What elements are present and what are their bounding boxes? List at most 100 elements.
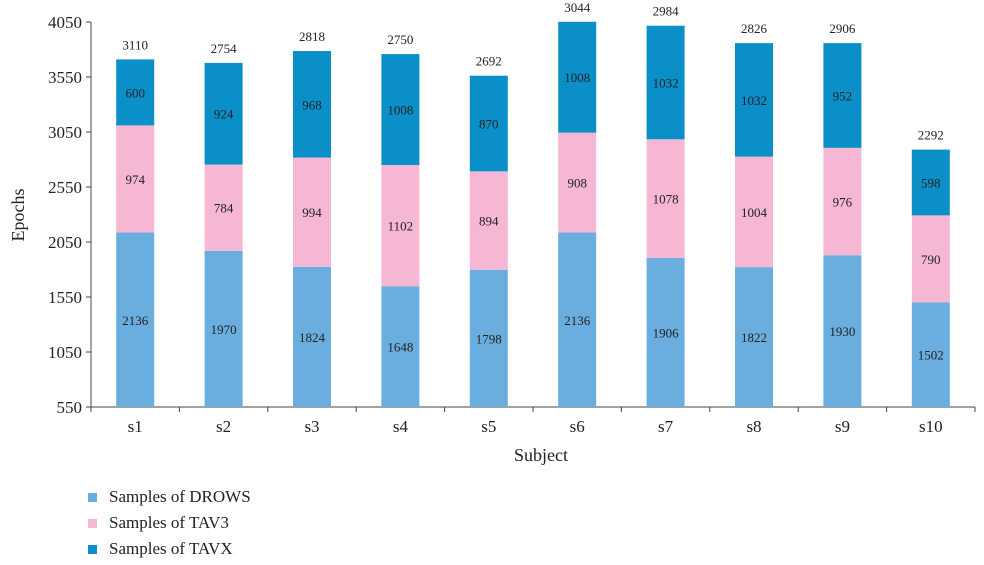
segment-value-label: 600 [125,85,145,100]
bar-segment [735,267,773,407]
bar-segment [735,43,773,157]
bar-stack-s6: 2136 908 1008 3044 [558,0,597,407]
segment-value-label: 1032 [653,76,679,91]
legend-swatch [88,492,97,502]
segment-value-label: 870 [479,117,499,132]
segment-value-label: 1102 [388,219,414,234]
bar-stack-s10: 1502 790 598 2292 [911,128,950,407]
bars: 2136 974 600 3110 1970 784 924 2754 1824 994 968 28… [116,0,950,407]
bar-stack-s3: 1824 994 968 2818 [293,29,331,407]
total-value-label: 3044 [564,0,591,15]
bar-stack-s4: 1648 1102 1008 2750 [381,32,420,407]
legend-label: Samples of TAV3 [109,513,229,532]
legend-label: Samples of DROWS [109,487,251,506]
legend-label: Samples of TAVX [109,539,233,558]
x-tick-label: s7 [658,417,674,436]
x-tick-label: s1 [128,417,143,436]
legend-swatch [88,518,97,528]
segment-value-label: 974 [125,172,145,187]
bar-segment [204,164,243,251]
bar-segment [646,25,685,140]
segment-value-label: 924 [214,107,234,122]
bar-segment [558,132,597,233]
legend-item: Samples of TAVX [88,536,251,562]
total-value-label: 2826 [741,21,768,36]
y-tick-label: 2550 [48,178,82,197]
segment-value-label: 1822 [741,330,767,345]
segment-value-label: 1008 [564,70,590,85]
bar-segment [823,147,862,256]
bar-segment [116,232,155,407]
x-tick-label: s2 [216,417,231,436]
bar-segment [204,62,243,165]
y-tick-label: 3050 [48,123,82,142]
segment-value-label: 1970 [211,322,237,337]
segment-value-label: 598 [921,175,941,190]
segment-value-label: 2136 [564,313,591,328]
x-tick-label: s8 [746,417,761,436]
bar-segment [469,171,508,270]
y-axis-title: Epochs [8,189,28,242]
segment-value-label: 976 [833,195,853,210]
y-tick-label: 550 [57,398,83,417]
bar-segment [558,21,597,133]
total-value-label: 2750 [387,32,413,47]
x-axis: s1 s2 s3 s4 s5 s6 s7 s8 s9 s10 [90,406,976,436]
bar-stack-s8: 1822 1004 1032 2826 [735,21,773,407]
bar-stack-s5: 1798 894 870 2692 [469,54,508,407]
bar-segment [646,139,685,258]
legend-item: Samples of DROWS [88,484,251,510]
bar-segment [558,232,597,407]
x-axis-title: Subject [514,445,568,465]
bar-segment [469,269,508,407]
legend: Samples of DROWS Samples of TAV3 Samples o… [88,484,251,562]
bar-segment [823,43,862,148]
segment-value-label: 908 [567,176,587,191]
bar-segment [116,59,155,126]
bar-segment [911,302,950,407]
bar-segment [293,266,331,407]
bar-stack-s1: 2136 974 600 3110 [116,37,155,407]
y-tick-label: 1050 [48,343,82,362]
bar-segment [293,157,331,267]
x-tick-label: s10 [919,417,943,436]
segment-value-label: 1930 [829,324,855,339]
y-tick-label: 1550 [48,288,82,307]
bar-segment [381,165,420,287]
segment-value-label: 1078 [653,192,679,207]
bar-segment [469,75,508,172]
y-tick-label: 2050 [48,233,82,252]
y-tick-label: 4050 [48,13,82,32]
y-tick-label: 3550 [48,68,82,87]
bar-stack-s9: 1930 976 952 2906 [823,21,862,407]
segment-value-label: 952 [833,88,853,103]
segment-value-label: 784 [214,201,234,216]
bar-segment [116,125,155,233]
bar-segment [646,257,685,407]
segment-value-label: 1648 [387,340,413,355]
total-value-label: 2754 [211,41,238,56]
total-value-label: 2984 [653,4,680,19]
x-tick-label: s4 [393,417,409,436]
bar-segment [911,215,950,303]
bar-segment [293,51,331,158]
total-value-label: 2692 [476,54,502,69]
segment-value-label: 968 [302,97,322,112]
total-value-label: 2292 [918,128,944,143]
bar-segment [381,54,420,166]
total-value-label: 3110 [122,37,148,52]
x-tick-label: s9 [835,417,850,436]
y-axis: 550 1050 1550 2050 2550 3050 3550 4050 [48,13,92,417]
segment-value-label: 1824 [299,330,326,345]
bar-segment [823,255,862,407]
stacked-bar-chart: 550 1050 1550 2050 2550 3050 3550 4050 s1 s2 s3 s4… [8,0,976,465]
segment-value-label: 994 [302,205,322,220]
legend-swatch [88,544,97,554]
segment-value-label: 790 [921,252,941,267]
segment-value-label: 1502 [918,348,944,363]
segment-value-label: 1004 [741,205,768,220]
segment-value-label: 1906 [653,325,680,340]
total-value-label: 2818 [299,29,325,44]
legend-item: Samples of TAV3 [88,510,251,536]
bar-segment [204,250,243,407]
